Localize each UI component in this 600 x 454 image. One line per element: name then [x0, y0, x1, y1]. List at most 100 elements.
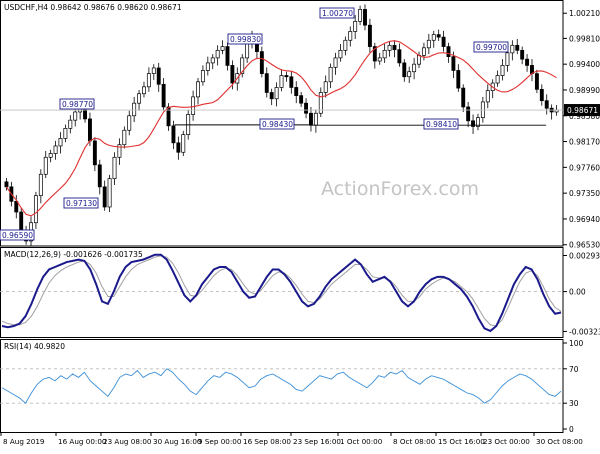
candle-body [215, 49, 220, 59]
candle-body [58, 138, 63, 147]
price-y-tick-label: 0.98580 [569, 112, 600, 121]
price-y-tick-label: 0.98990 [569, 86, 600, 95]
price-y-tick-label: 0.99810 [569, 34, 600, 43]
candle-body [421, 47, 426, 56]
candle-body [417, 55, 421, 65]
price-y-tick-label: 0.96940 [569, 215, 600, 224]
macd-y-tick-label: -0.003238 [569, 327, 600, 336]
candle-body [348, 31, 353, 41]
candle-body [92, 140, 97, 166]
candle-body [181, 134, 186, 153]
candle-body [299, 95, 304, 104]
x-tick-label: 15 Oct 16:00 [438, 437, 485, 446]
watermark: ActionForex.com [321, 178, 479, 200]
candle-body [225, 46, 230, 66]
candle-body [53, 145, 58, 154]
candle-body [525, 58, 530, 66]
candle-body [426, 39, 431, 49]
candle-body [441, 36, 446, 47]
candle-body [353, 21, 358, 32]
candle-body [294, 87, 299, 96]
candle-body [269, 92, 274, 100]
candle-body [97, 164, 102, 188]
price-annotation-box [63, 197, 99, 209]
candle-body [264, 73, 269, 93]
x-tick-label: 9 Sep 00:00 [198, 437, 242, 446]
candle-body [4, 181, 9, 188]
candle-body [412, 63, 417, 73]
rsi-y-tick-label: 70 [569, 365, 579, 374]
rsi-header: RSI(14) 40.9820 [4, 342, 65, 351]
candle-body [176, 142, 181, 153]
price-annotation-box [473, 41, 509, 53]
candle-body [534, 73, 539, 90]
last-price-label-bg [564, 104, 600, 117]
price-annotation-box [227, 33, 263, 45]
price-annotation-box [59, 98, 95, 110]
moving-average-line [6, 40, 557, 217]
rsi-y-tick-label: 100 [569, 339, 584, 348]
rsi-y-tick-label: 0 [569, 425, 574, 434]
candle-body [436, 34, 441, 38]
candle-body [539, 88, 544, 102]
candle-body [343, 39, 348, 51]
candle-body [88, 118, 92, 142]
candle-body [318, 92, 323, 114]
macd-pane-frame [0, 247, 564, 338]
price-annotation-box [423, 118, 459, 130]
candle-body [127, 115, 132, 131]
price-y-tick-label: 1.00210 [569, 9, 600, 18]
candle-body [132, 102, 137, 117]
price-annotation-label: 0.99830 [230, 35, 261, 44]
candle-body [14, 200, 19, 213]
candle-body [456, 70, 461, 89]
candle-body [402, 62, 407, 78]
x-tick-label: 23 Aug 08:00 [103, 437, 152, 446]
x-tick-label: 30 Oct 08:00 [536, 437, 583, 446]
candle-body [431, 34, 436, 41]
candle-body [196, 81, 200, 98]
price-y-tick-label: 0.98170 [569, 138, 600, 147]
candle-body [510, 44, 515, 54]
x-tick-label: 23 Oct 00:00 [483, 437, 530, 446]
macd-main-line [1, 253, 562, 333]
candle-body [73, 111, 78, 121]
price-annotation-label: 0.98410 [426, 120, 457, 129]
candle-body [122, 129, 127, 146]
x-tick-label: 30 Aug 16:00 [153, 437, 202, 446]
price-annotation-label: 0.97130 [66, 199, 97, 208]
x-tick-label: 8 Aug 2019 [3, 437, 45, 446]
candle-body [289, 76, 294, 88]
x-tick-label: 8 Oct 08:00 [393, 437, 436, 446]
candle-body [309, 112, 313, 126]
rsi-pane-frame [0, 339, 564, 433]
macd-y-tick-label: 0.00 [569, 288, 586, 297]
candle-body [102, 186, 107, 208]
candle-body [446, 46, 451, 57]
candle-body [304, 102, 309, 114]
candle-body [471, 120, 475, 127]
candle-body [505, 52, 510, 66]
candle-body [220, 46, 225, 51]
candle-body [485, 90, 490, 103]
candle-body [323, 81, 328, 93]
candle-body [210, 57, 215, 64]
candle-body [313, 112, 318, 126]
candle-body [191, 96, 196, 115]
candle-body [392, 44, 397, 51]
candle-body [137, 93, 142, 104]
macd-header: MACD(12,26,9) -0.001626 -0.001735 [4, 250, 143, 259]
candle-body [112, 156, 117, 180]
candle-body [333, 57, 338, 68]
last-price-label: 0.98671 [567, 106, 598, 115]
price-y-tick-label: 0.99400 [569, 60, 600, 69]
candle-body [68, 119, 73, 129]
candle-body [382, 49, 387, 59]
candle-body [372, 46, 377, 62]
candle-body [279, 75, 284, 88]
candle-body [338, 49, 343, 59]
x-tick-label: 16 Sep 08:00 [243, 437, 291, 446]
price-header: USDCHF,H4 0.98642 0.98676 0.98620 0.9867… [4, 3, 182, 12]
